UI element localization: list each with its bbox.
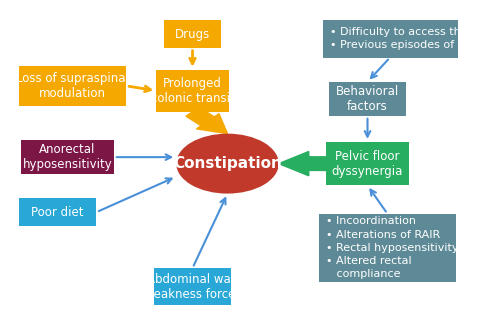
Text: Poor diet: Poor diet <box>31 206 84 219</box>
Ellipse shape <box>176 134 279 194</box>
Text: Anorectal
hyposensitivity: Anorectal hyposensitivity <box>22 143 112 171</box>
Text: Difficulty to access the toilet
  Previous episodes of FI: Difficulty to access the toilet Previous… <box>328 28 494 50</box>
FancyBboxPatch shape <box>156 70 229 112</box>
FancyBboxPatch shape <box>18 66 126 106</box>
Text: Loss of supraspinal
modulation: Loss of supraspinal modulation <box>16 72 129 100</box>
Text: Drugs: Drugs <box>175 28 210 40</box>
FancyBboxPatch shape <box>322 20 458 58</box>
Polygon shape <box>186 107 228 134</box>
Text: Constipation: Constipation <box>173 156 282 171</box>
Text: Abdominal wall
weakness forces: Abdominal wall weakness forces <box>144 273 241 301</box>
FancyBboxPatch shape <box>19 198 96 226</box>
Polygon shape <box>279 152 326 176</box>
FancyBboxPatch shape <box>319 214 456 282</box>
FancyBboxPatch shape <box>319 214 456 282</box>
FancyBboxPatch shape <box>326 142 409 185</box>
FancyBboxPatch shape <box>164 20 221 48</box>
FancyBboxPatch shape <box>22 140 114 174</box>
Text: Incoordination
  Alterations of RAIR
  Rectal hyposensitivity
  Altered rectal
 : Incoordination Alterations of RAIR Recta… <box>324 220 453 276</box>
FancyBboxPatch shape <box>322 20 458 58</box>
Text: Behavioral
factors: Behavioral factors <box>336 85 399 113</box>
Text: • Incoordination
• Alterations of RAIR
• Rectal hyposensitivity
• Altered rectal: • Incoordination • Alterations of RAIR •… <box>326 216 459 279</box>
Text: Prolonged
colonic transit: Prolonged colonic transit <box>150 77 234 105</box>
FancyBboxPatch shape <box>329 82 406 116</box>
Text: Pelvic floor
dyssynergia: Pelvic floor dyssynergia <box>332 150 403 178</box>
Text: • Difficulty to access the toilet
• Previous episodes of FI: • Difficulty to access the toilet • Prev… <box>330 27 500 51</box>
FancyBboxPatch shape <box>154 268 231 305</box>
